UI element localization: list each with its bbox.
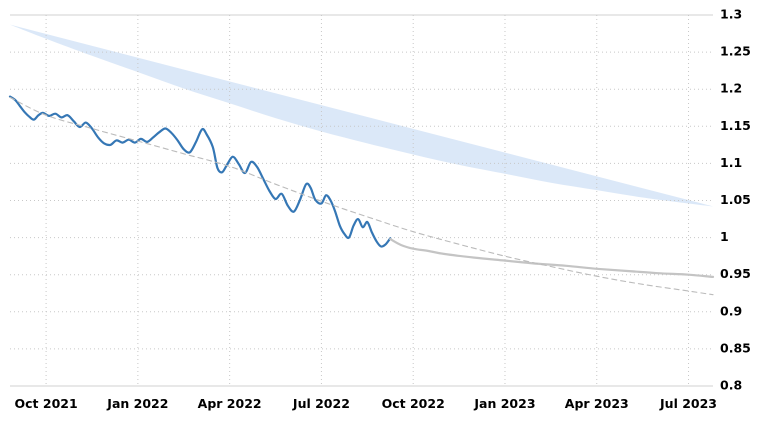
series-trend-line [9,96,714,296]
y-tick-label: 1.2 [720,81,742,96]
x-tick-label: Oct 2021 [15,396,78,411]
x-tick-label: Jan 2022 [106,396,168,411]
x-tick-label: Jan 2023 [473,396,535,411]
gridlines [10,14,713,387]
x-tick-label: Jul 2022 [292,396,350,411]
x-tick-label: Apr 2023 [565,396,629,411]
y-tick-label: 1 [720,229,729,244]
series-forecast-line [389,238,715,278]
y-tick-label: 1.05 [720,192,751,207]
y-tick-label: 0.9 [720,303,742,318]
x-tick-label: Apr 2022 [198,396,262,411]
y-axis-labels: 1.3 1.25 1.2 1.15 1.1 1.05 1 0.95 0.9 0.85 0.8 [720,7,751,393]
y-tick-label: 1.3 [720,7,742,22]
y-tick-label: 0.8 [720,378,742,393]
x-axis-labels: Oct 2021 Jan 2022 Apr 2022 Jul 2022 Oct 2022… [15,396,717,411]
y-tick-label: 1.1 [720,155,742,170]
x-tick-label: Jul 2023 [659,396,717,411]
y-tick-label: 0.95 [720,266,751,281]
y-tick-label: 1.25 [720,44,751,59]
forecast-confidence-band [10,24,713,207]
x-tick-label: Oct 2022 [382,396,445,411]
series-historical-line [8,95,392,248]
y-tick-label: 0.85 [720,340,751,355]
y-tick-label: 1.15 [720,118,751,133]
